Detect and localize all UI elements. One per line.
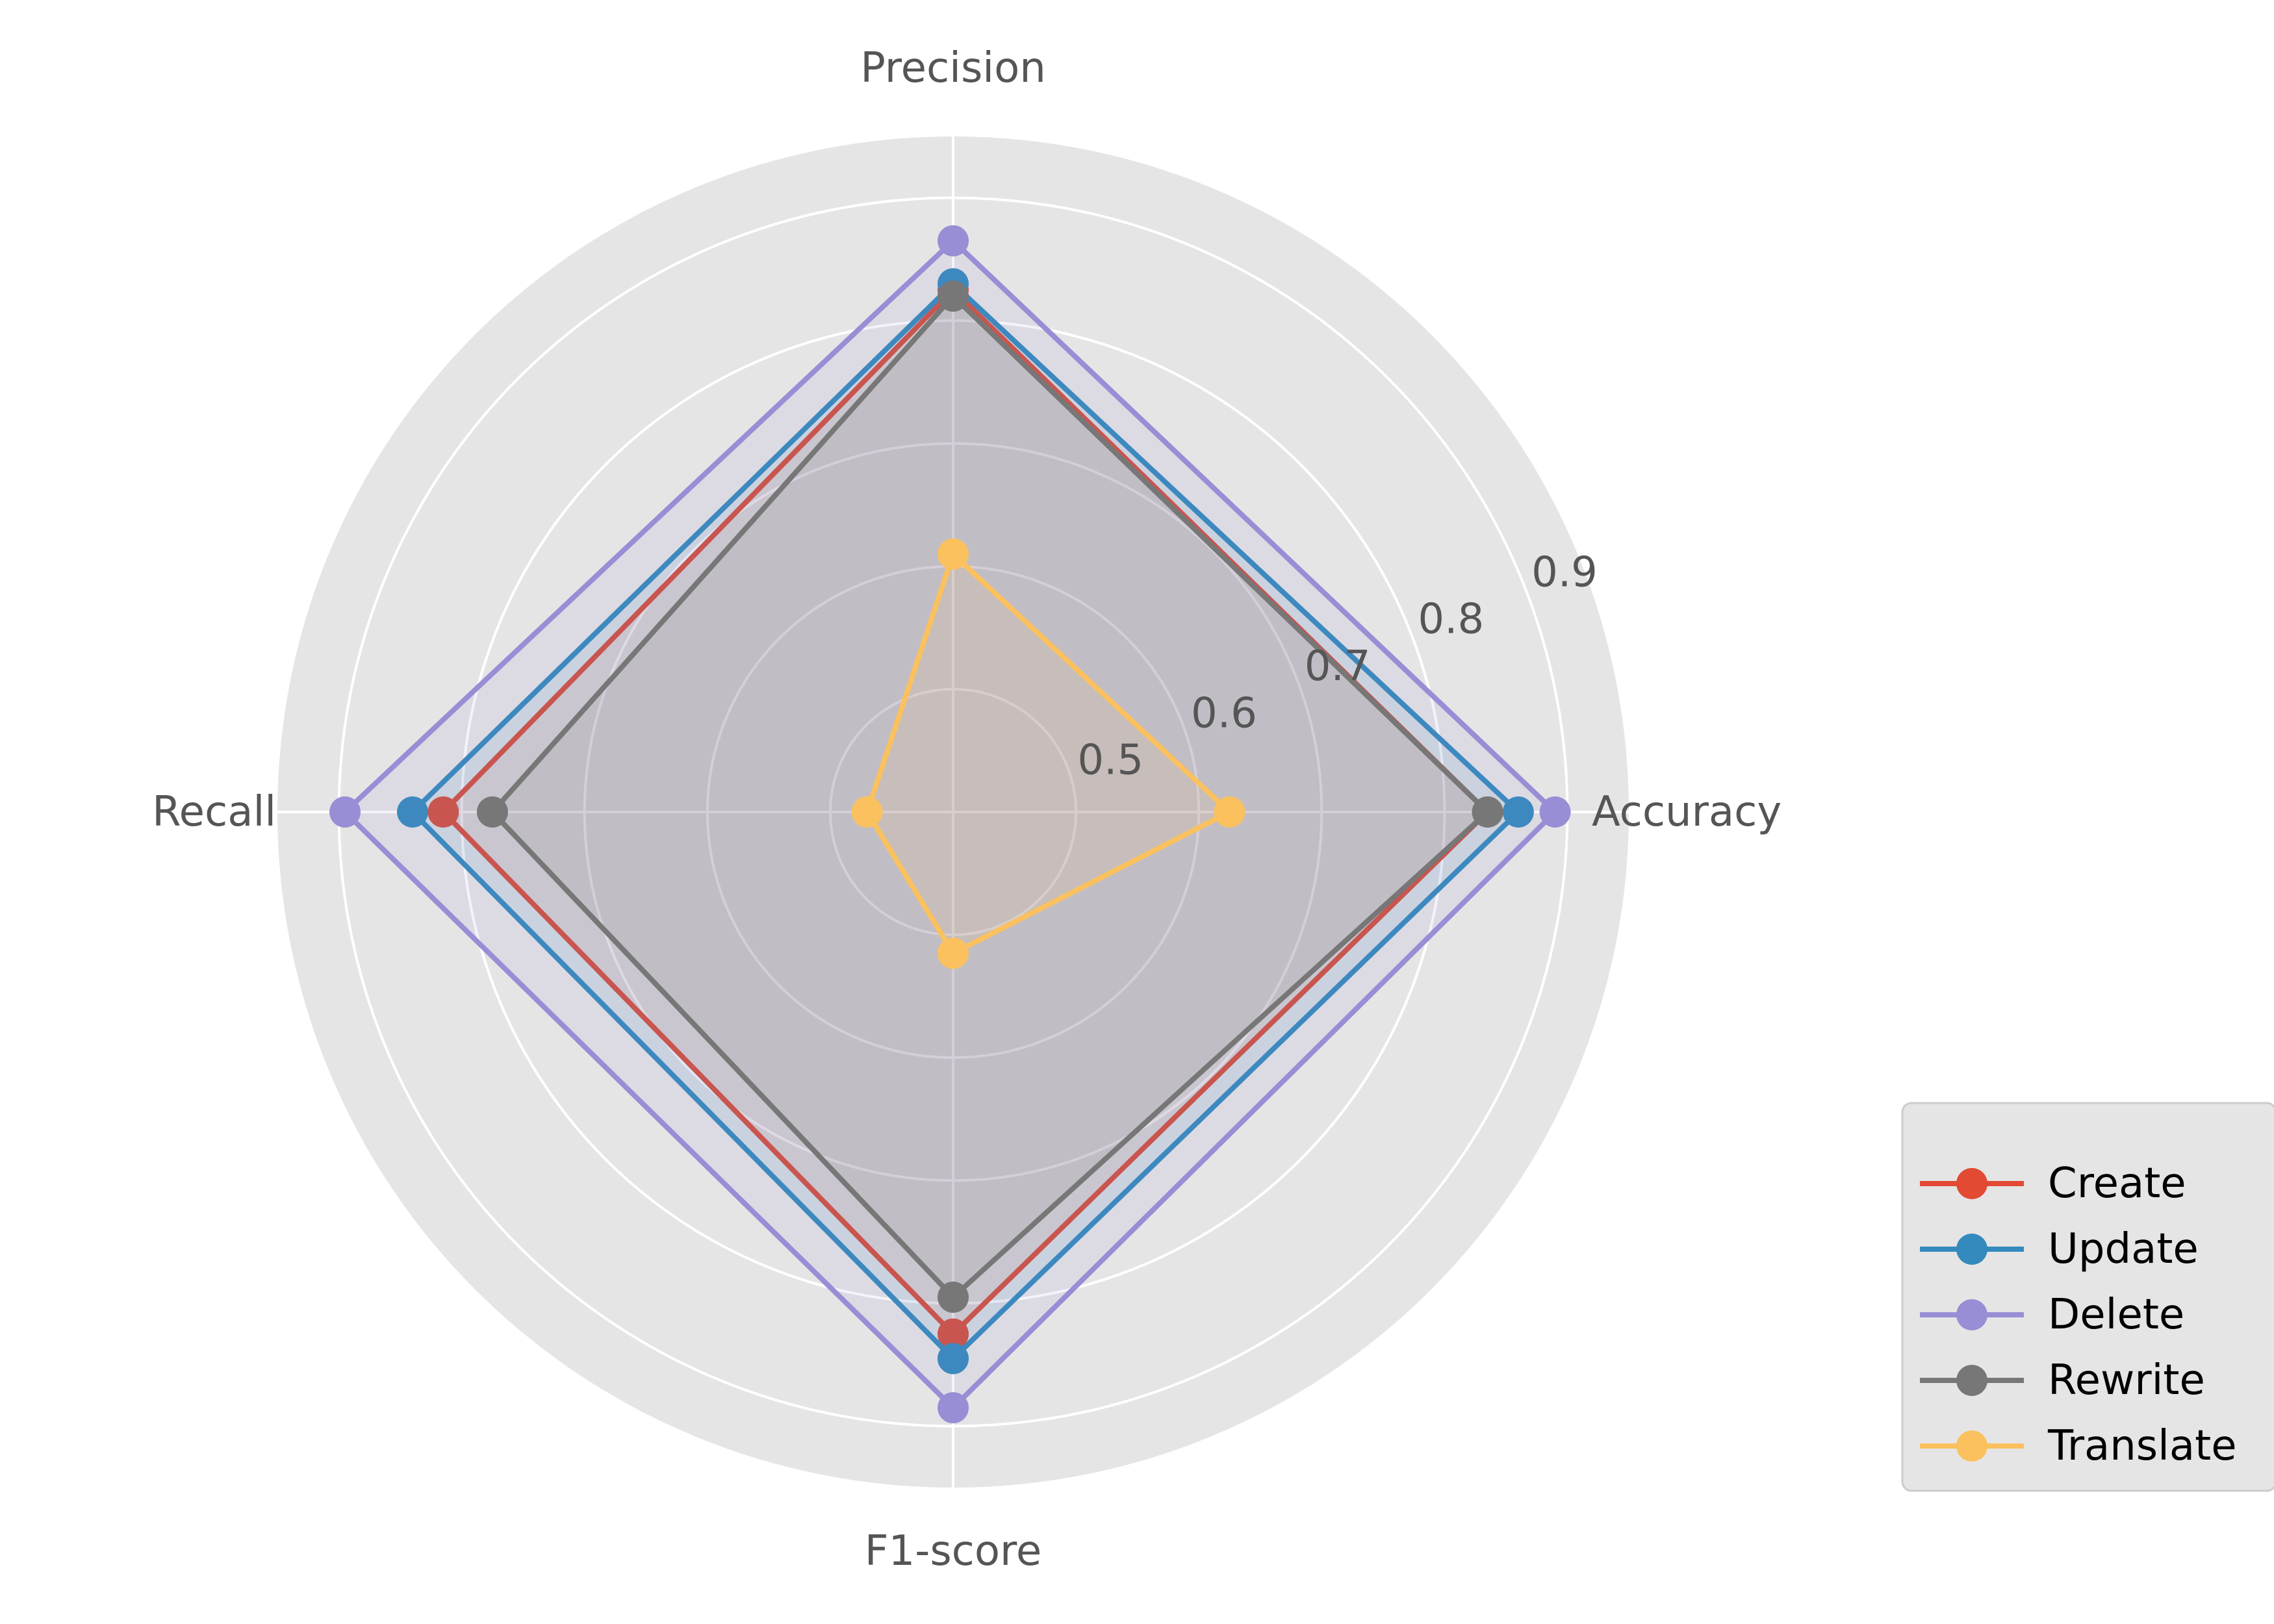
data-point [938, 538, 969, 570]
legend-label: Delete [2048, 1291, 2184, 1339]
data-point [938, 1392, 969, 1424]
data-point [397, 796, 428, 828]
data-point [428, 796, 459, 828]
series-fill [492, 296, 1488, 1297]
axis-label-f1-score: F1-score [865, 1527, 1042, 1575]
legend-label: Rewrite [2048, 1356, 2205, 1404]
legend-marker [1956, 1430, 1987, 1462]
radial-tick-label: 0.8 [1418, 596, 1484, 644]
legend-label: Translate [2047, 1422, 2237, 1470]
legend-item-update: Update [1920, 1225, 2199, 1273]
data-point [938, 937, 969, 969]
axis-label-precision: Precision [860, 44, 1046, 92]
axis-label-recall: Recall [152, 788, 276, 836]
series-fill [345, 240, 1555, 1408]
legend-label: Create [2048, 1160, 2186, 1208]
data-point [938, 280, 969, 312]
series-layer [329, 225, 1571, 1424]
legend-label: Update [2048, 1225, 2199, 1273]
data-point [1502, 796, 1534, 828]
radial-tick-label: 0.6 [1191, 689, 1257, 737]
legend-item-translate: Translate [1920, 1422, 2237, 1470]
data-point [938, 225, 969, 257]
data-point [1539, 796, 1571, 828]
data-point [938, 1318, 969, 1350]
radial-tick-label: 0.7 [1305, 642, 1371, 691]
data-point [1472, 796, 1503, 828]
data-point [938, 1281, 969, 1313]
data-point [476, 796, 508, 828]
series-fill [443, 290, 1488, 1334]
data-point [938, 1343, 969, 1375]
legend-item-rewrite: Rewrite [1920, 1356, 2205, 1404]
data-point [329, 796, 361, 828]
legend-frame [1901, 1102, 2274, 1492]
axis-label-accuracy: Accuracy [1592, 788, 1782, 836]
legend-marker [1956, 1234, 1987, 1265]
series-translate [851, 538, 1246, 969]
legend-marker [1956, 1299, 1987, 1330]
legend-item-create: Create [1920, 1160, 2186, 1208]
series-rewrite [476, 280, 1503, 1313]
legend-item-delete: Delete [1920, 1291, 2184, 1339]
series-delete [329, 225, 1571, 1424]
data-point [851, 796, 883, 828]
legend-marker [1956, 1365, 1987, 1396]
radial-tick-label: 0.9 [1531, 548, 1598, 596]
legend: Create Update Delete Rewrite Translate [1901, 1102, 2274, 1492]
legend-marker [1956, 1168, 1987, 1199]
series-fill [867, 553, 1230, 954]
radial-tick-label: 0.5 [1077, 737, 1143, 785]
data-point [1214, 796, 1246, 828]
label-layer: Accuracy Precision Recall F1-score 0.5 0.6 0.7… [152, 44, 1782, 1575]
